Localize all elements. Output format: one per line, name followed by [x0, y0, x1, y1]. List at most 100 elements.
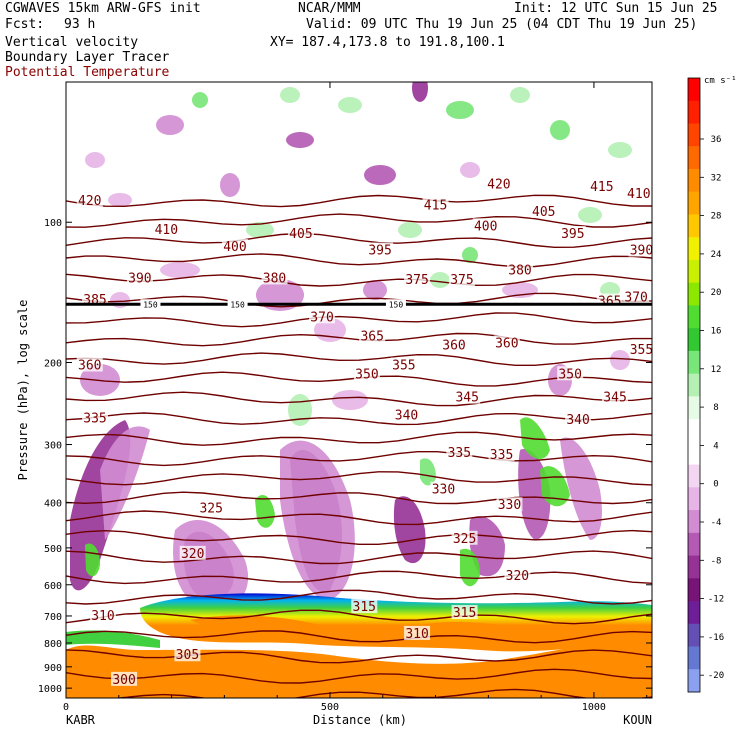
theta-contour-label: 375 [405, 273, 428, 288]
colorbar-label: -4 [711, 518, 722, 528]
theta-contour-line [66, 529, 652, 545]
theta-contour-label: 420 [78, 194, 101, 209]
theta-contour-label: 335 [448, 446, 471, 461]
colorbar-label: 0 [713, 480, 718, 490]
field-vertical-velocity: Vertical velocity [5, 35, 139, 50]
theta-contour-label: 405 [532, 205, 555, 220]
theta-contour-label: 405 [289, 227, 312, 242]
theta-contour-label: 320 [181, 547, 204, 562]
theta-label-bg [454, 389, 481, 404]
theta-contour-label: 325 [199, 502, 222, 517]
theta-contour-line [66, 292, 652, 308]
y-tick-label: 1000 [38, 684, 62, 695]
theta-contour-line [66, 550, 652, 565]
theta-label-bg [530, 203, 557, 218]
tropopause-line: 150 150 150 [66, 299, 652, 310]
theta-label-bg [261, 270, 288, 285]
theta-label-bg [504, 568, 531, 583]
theta-label-bg [493, 335, 520, 350]
colorbar-segment [688, 100, 700, 124]
theta-contour-line [66, 213, 652, 228]
theta-contour-label: 330 [432, 483, 455, 498]
theta-contour-line [66, 391, 652, 407]
vertical-velocity-field [70, 82, 632, 610]
theta-label-bg [404, 625, 431, 640]
theta-contour-label: 300 [112, 673, 135, 688]
theta-contour-label: 415 [590, 180, 613, 195]
colorbar-segment [688, 396, 700, 420]
theta-contour-label: 415 [424, 198, 447, 213]
theta-contour-line [66, 570, 652, 585]
colorbar-segment [688, 510, 700, 534]
theta-contour-line [66, 649, 652, 664]
y-axis-title: Pressure (hPa), log scale [16, 300, 30, 481]
theta-label-bg [472, 218, 499, 233]
theta-contour-label: 335 [490, 448, 513, 463]
plot-frame [65, 81, 653, 699]
valid-time: Valid: 09 UTC Thu 19 Jun 25 (04 CDT Thu … [306, 17, 698, 32]
theta-label-bg [111, 671, 138, 686]
theta-label-bg [485, 176, 512, 191]
theta-contour-label: 370 [310, 310, 333, 325]
theta-label-bg [623, 289, 650, 304]
theta-contour-label: 360 [78, 359, 101, 374]
tropopause-label: 150 [230, 300, 245, 309]
theta-label-bg [446, 445, 473, 460]
theta-label-bg [198, 500, 225, 515]
theta-contour-label: 350 [355, 367, 378, 382]
colorbar-label: 8 [713, 403, 718, 413]
theta-contour-label: 320 [506, 569, 529, 584]
model-title: CGWAVES 15km ARW-GFS init [5, 1, 201, 16]
theta-contour-label: 395 [368, 244, 391, 259]
theta-contour-line [112, 688, 652, 698]
theta-label-bg [89, 607, 116, 622]
theta-label-bg [351, 599, 378, 614]
theta-contour-label: 315 [353, 600, 376, 615]
theta-contour-label: 365 [598, 295, 621, 310]
theta-contour-label: 390 [630, 244, 653, 259]
theta-contour-label: 345 [455, 391, 478, 406]
y-tick-label: 200 [44, 358, 62, 369]
theta-contour-line [66, 352, 652, 366]
theta-label-bg [390, 357, 417, 372]
theta-contour-label: 360 [495, 336, 518, 351]
org-label: NCAR/MMM [298, 1, 361, 16]
theta-contour-line [66, 312, 652, 328]
colorbar-label: -16 [708, 633, 724, 643]
colorbar-label: 12 [711, 365, 722, 375]
theta-contour-label: 355 [630, 343, 653, 358]
colorbar-segment [688, 419, 700, 443]
colorbar-label: -12 [708, 595, 724, 605]
field-potential-temperature: Potential Temperature [5, 65, 170, 80]
right-endpoint-label: KOUN [623, 713, 652, 727]
colorbar-segment [688, 168, 700, 193]
colorbar-segment [688, 623, 700, 648]
tropopause-label-bg [385, 299, 406, 310]
colorbar-segment [688, 305, 700, 329]
colorbar-segment [688, 146, 700, 170]
tropopause-label-bg [140, 299, 161, 310]
theta-label-bg [353, 366, 380, 381]
theta-label-bg [628, 242, 652, 257]
theta-contour-label: 420 [487, 178, 510, 193]
theta-contour-label: 400 [223, 240, 246, 255]
theta-contour-label: 345 [603, 391, 626, 406]
tropopause-label: 150 [143, 300, 158, 309]
theta-contour-label: 370 [624, 290, 647, 305]
colorbar-label: -20 [708, 671, 724, 681]
colorbar-segment [688, 487, 700, 511]
colorbar-segment [688, 214, 700, 238]
theta-contour-label: 360 [442, 339, 465, 354]
theta-label-bg [287, 226, 314, 241]
theta-label-bg [82, 292, 109, 307]
theta-label-bg [221, 238, 248, 253]
field-boundary-layer: Boundary Layer Tracer [5, 50, 170, 65]
theta-label-bg [559, 226, 586, 241]
theta-label-bg [588, 178, 615, 193]
colorbar-label: 20 [711, 288, 722, 298]
theta-contour-label: 355 [392, 359, 415, 374]
theta-label-bg [602, 389, 629, 404]
colorbar-unit: cm s⁻¹ [704, 76, 737, 86]
